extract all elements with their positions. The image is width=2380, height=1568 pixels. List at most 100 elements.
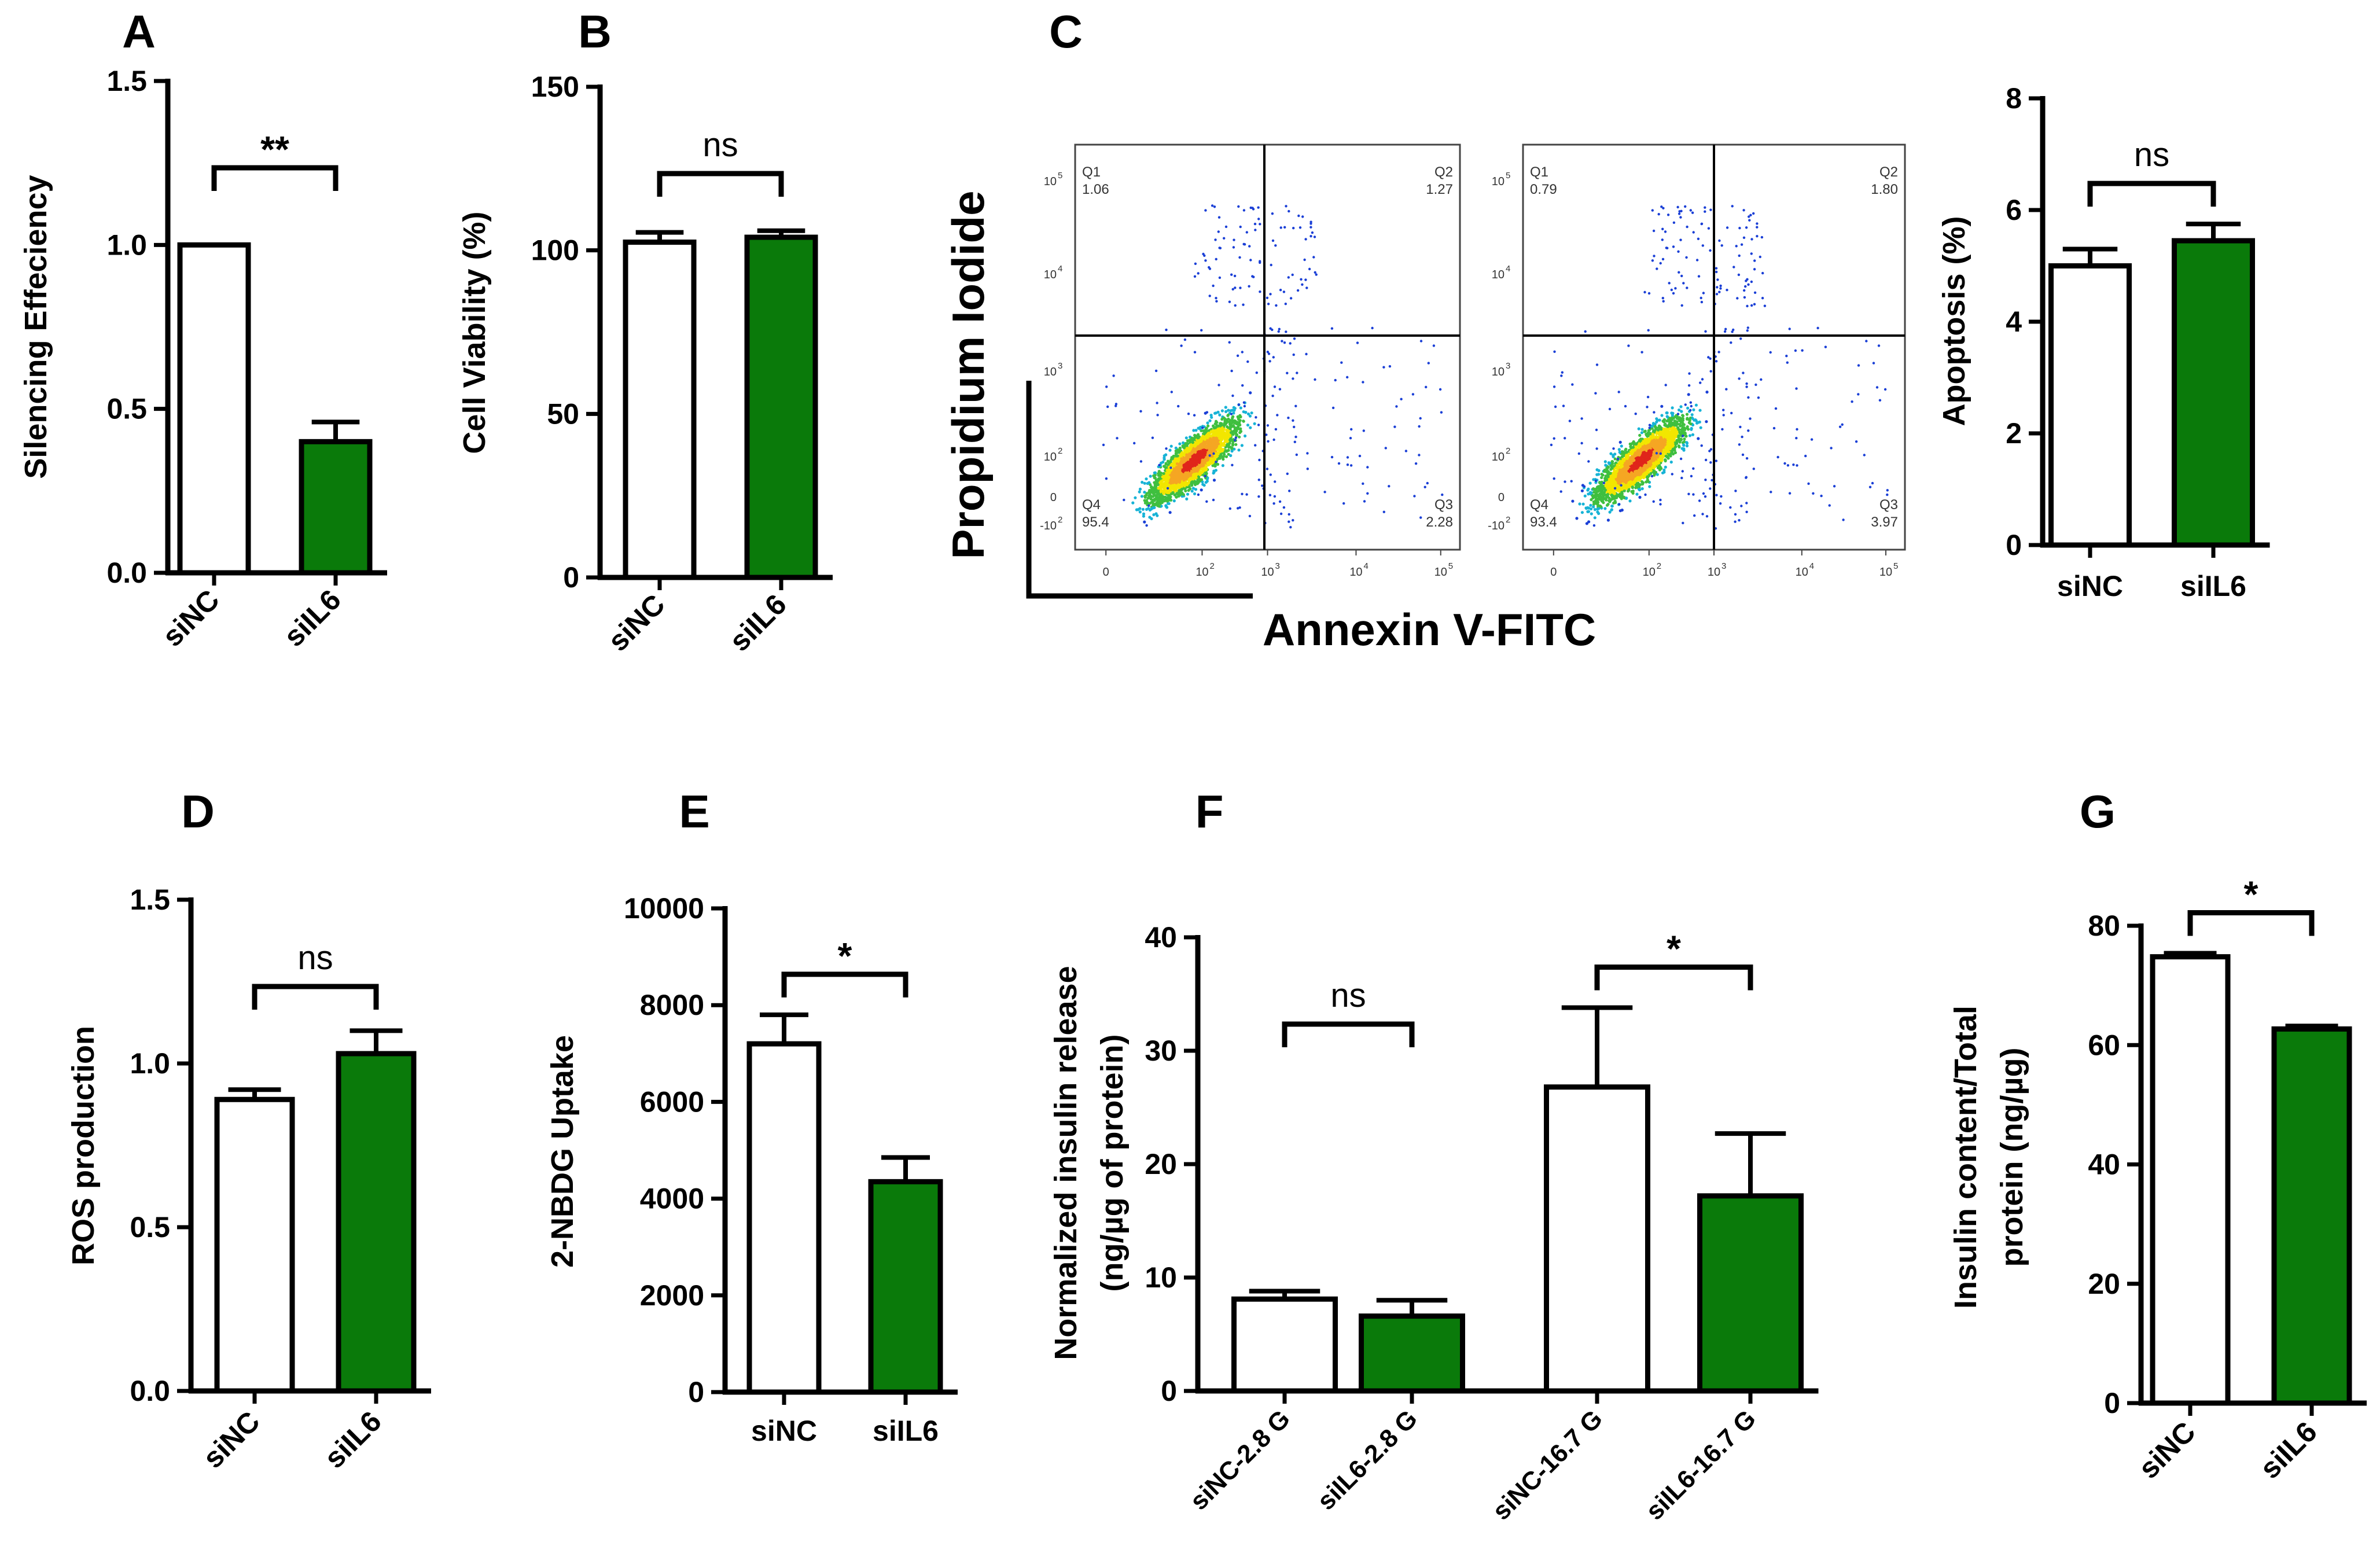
y-axis-label: 2-NBDG Uptake xyxy=(545,1035,580,1268)
y-tick-label: 0 xyxy=(1050,491,1057,504)
y-tick-exponent: 2 xyxy=(1058,515,1062,525)
bar xyxy=(214,1096,295,1394)
bar xyxy=(2048,263,2132,548)
y-tick-label: 40 xyxy=(1145,921,1177,954)
significance-label: * xyxy=(1667,928,1681,970)
y-tick-label: 0.0 xyxy=(106,557,147,589)
y-tick-label: 0.5 xyxy=(130,1211,170,1243)
category-label: siIL6 xyxy=(873,1415,939,1447)
y-tick-label: 100 xyxy=(531,234,579,267)
category-label: siIL6 xyxy=(2254,1415,2323,1485)
y-tick-label: 10000 xyxy=(624,892,704,925)
panel-D-chart: D 0.0 0.5 1.0 1.5 ROS production siNC siIL6 ns xyxy=(66,786,431,1474)
panel-F-chart: F 0 10 20 30 40 Normalized insulin release (ng/… xyxy=(1049,786,1819,1526)
bar xyxy=(299,439,373,576)
bar xyxy=(746,1041,822,1395)
significance-bracket xyxy=(781,971,908,998)
x-tick-exponent: 3 xyxy=(1721,561,1726,571)
x-tick-label: 10 xyxy=(1434,566,1447,579)
y-axis-label: Cell Viability (%) xyxy=(457,211,492,454)
y-tick-exponent: 3 xyxy=(1506,361,1510,371)
x-tick-label: 10 xyxy=(1879,566,1892,579)
panel-A-chart: A 0.0 0.5 1.0 1.5 Silencing Effeciency siNC siI… xyxy=(19,6,387,653)
x-tick-label: 0 xyxy=(1550,566,1557,579)
quadrant-name: Q3 xyxy=(1434,497,1453,513)
y-tick-label: 50 xyxy=(547,397,579,430)
y-tick-label: 0 xyxy=(1161,1375,1177,1407)
y-axis-label: Silencing Effeciency xyxy=(19,175,53,479)
y-tick-label: 4000 xyxy=(640,1183,704,1215)
significance-bracket xyxy=(1282,1021,1415,1047)
significance-label: * xyxy=(2244,873,2258,915)
quadrant-value: 2.28 xyxy=(1426,514,1453,530)
bar xyxy=(623,240,697,580)
y-tick-label: 30 xyxy=(1145,1035,1177,1067)
significance-bracket xyxy=(657,171,784,197)
significance-bracket xyxy=(1594,965,1753,991)
significance-label: ** xyxy=(260,128,289,170)
axis-corner xyxy=(1026,381,1253,599)
y-axis-label: Insulin content/Total xyxy=(1948,1006,1983,1309)
y-tick-label: 0 xyxy=(1498,491,1504,504)
significance-label: ns xyxy=(297,939,333,977)
category-label: siNC-2.8 G xyxy=(1185,1404,1296,1515)
y-tick-exponent: 5 xyxy=(1058,171,1062,181)
category-label: siIL6-16.7 G xyxy=(1640,1404,1761,1525)
bar xyxy=(868,1179,943,1395)
panel-letter: C xyxy=(1049,6,1083,57)
panel-C-flow-chart: C Propidium Iodide Annexin V-FITC Q1 1.06 Q2 1… xyxy=(943,6,1906,655)
x-tick-label: 10 xyxy=(1349,566,1362,579)
y-tick-exponent: 4 xyxy=(1506,264,1510,274)
y-tick-label: 8000 xyxy=(640,989,704,1021)
quadrant-name: Q1 xyxy=(1082,164,1101,180)
bar xyxy=(1231,1296,1338,1394)
panel-letter: B xyxy=(578,6,612,57)
bar xyxy=(2172,238,2255,548)
quadrant-name: Q4 xyxy=(1530,497,1548,513)
y-tick-label: 80 xyxy=(2088,910,2120,942)
y-axis-label: ROS production xyxy=(66,1026,101,1265)
bar xyxy=(336,1051,417,1394)
significance-label: ns xyxy=(702,126,738,164)
category-label: siNC xyxy=(2057,570,2123,602)
category-label: siNC xyxy=(751,1415,817,1447)
y-axis-label: protein (ng/µg) xyxy=(1995,1047,2029,1267)
panel-letter: E xyxy=(679,786,709,837)
y-tick-label: 0.0 xyxy=(130,1375,170,1407)
bar xyxy=(1359,1313,1465,1394)
panel-letter: D xyxy=(181,786,215,837)
panel-C-apoptosis-chart: 0 2 4 6 8 Apoptosis (%) siNC siIL6 ns xyxy=(1937,82,2270,602)
quadrant-name: Q1 xyxy=(1530,164,1548,180)
x-tick-exponent: 5 xyxy=(1448,561,1453,571)
y-tick-label: 1.5 xyxy=(130,884,170,916)
x-tick-label: 10 xyxy=(1261,566,1274,579)
y-tick-label: 8 xyxy=(2006,82,2022,115)
quadrant-name: Q3 xyxy=(1879,497,1898,513)
y-tick-label: 10 xyxy=(1492,175,1504,188)
x-tick-label: 0 xyxy=(1103,566,1109,579)
plot-frame xyxy=(1074,143,1461,551)
category-label: siIL6 xyxy=(2180,570,2246,602)
y-tick-label: 2 xyxy=(2006,417,2022,450)
category-label: siNC xyxy=(197,1405,266,1474)
y-tick-label: 1.5 xyxy=(106,65,147,97)
y-tick-label: 0 xyxy=(2006,529,2022,561)
bar xyxy=(2271,1026,2352,1406)
x-tick-exponent: 5 xyxy=(1893,561,1898,571)
x-axis-label: Annexin V-FITC xyxy=(1263,604,1596,655)
scatter-points xyxy=(1102,204,1444,529)
quadrant-name: Q2 xyxy=(1434,164,1453,180)
y-tick-label: 20 xyxy=(1145,1148,1177,1180)
y-tick-label: 2000 xyxy=(640,1279,704,1312)
y-axis-label: Apoptosis (%) xyxy=(1937,216,1971,426)
y-tick-label: 150 xyxy=(531,71,579,103)
quadrant-value: 1.80 xyxy=(1871,182,1898,197)
category-label: siIL6 xyxy=(278,583,347,653)
y-tick-label: 0.5 xyxy=(106,393,147,425)
x-tick-exponent: 4 xyxy=(1363,561,1368,571)
y-tick-label: 10 xyxy=(1145,1261,1177,1294)
quadrant-value: 95.4 xyxy=(1082,514,1109,530)
category-label: siNC xyxy=(602,588,671,657)
